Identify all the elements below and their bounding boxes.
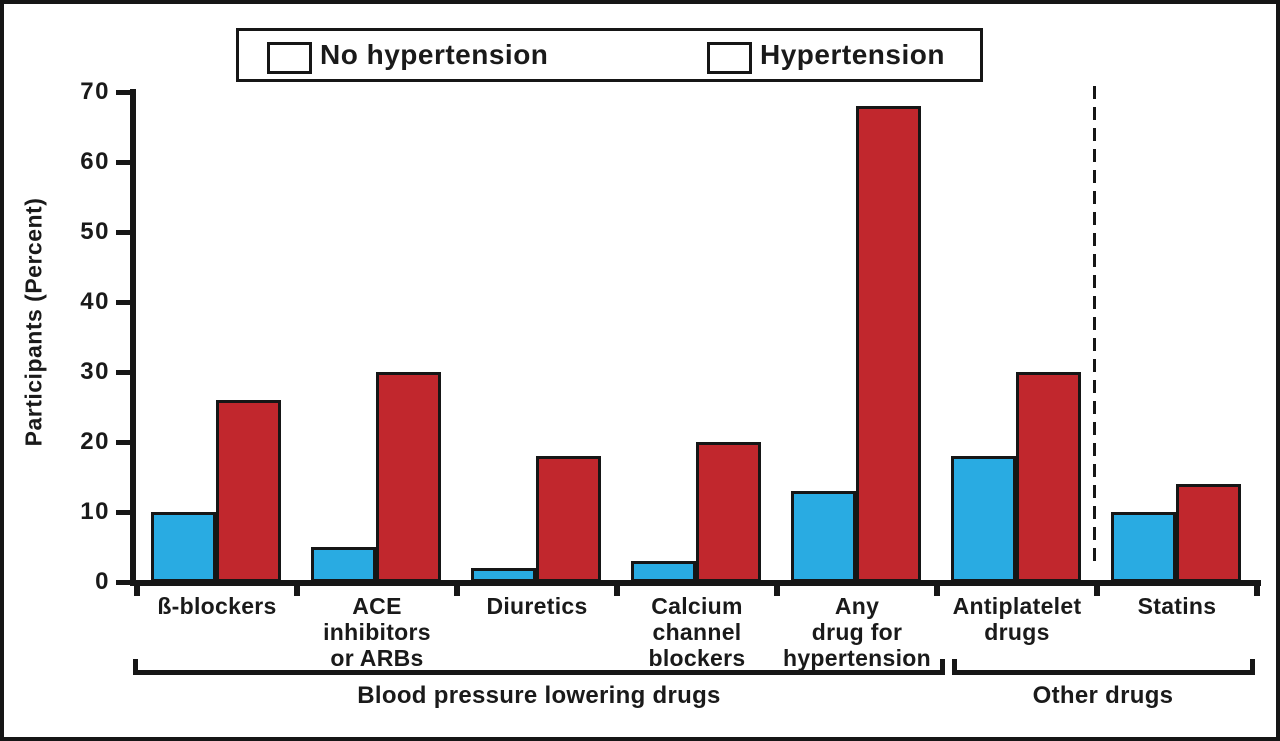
y-axis-line [130,89,136,586]
y-axis-tick-label: 0 [95,568,110,595]
legend-swatch-no-hypertension [267,42,312,74]
legend-swatch-hypertension [707,42,752,74]
x-axis-tick [294,582,300,596]
legend-label-no-hypertension: No hypertension [320,39,549,70]
bar-no-hypertension [471,568,536,582]
category-label: ß-blockers [157,593,277,619]
bracket-blood-pressure-drugs [133,659,945,675]
x-axis-tick [454,582,460,596]
category-label: Calcium channel blockers [648,593,746,671]
y-axis-tick [116,440,136,445]
y-axis-tick-label: 50 [80,218,110,245]
bracket-label-other-drugs: Other drugs [1032,682,1174,709]
x-axis-tick [1254,582,1260,596]
category-label: Any drug for hypertension [782,593,931,671]
bar-hypertension [1016,372,1081,582]
legend: No hypertension Hypertension [236,28,983,82]
category-label: Statins [1137,593,1217,619]
x-axis-tick [134,582,140,596]
category-label: Antiplatelet drugs [952,593,1082,645]
y-axis-tick-label: 30 [80,358,110,385]
y-axis-tick [116,510,136,515]
y-axis-tick-label: 40 [80,288,110,315]
bracket-other-drugs [952,659,1255,675]
bar-hypertension [696,442,761,582]
bar-hypertension [1176,484,1241,582]
category-label: Diuretics [486,593,588,619]
bar-hypertension [856,106,921,582]
legend-label-hypertension: Hypertension [760,39,945,70]
x-axis-line [130,580,1261,586]
bar-hypertension [216,400,281,582]
y-axis-tick [116,90,136,95]
bar-hypertension [536,456,601,582]
y-axis-tick [116,580,136,585]
bar-no-hypertension [951,456,1016,582]
x-axis-tick [614,582,620,596]
dashed-divider-line [1093,86,1096,568]
y-axis-tick [116,160,136,165]
y-axis-tick-label: 70 [80,78,110,105]
category-label: ACE inhibitors or ARBs [323,593,431,671]
y-axis-tick [116,370,136,375]
bar-no-hypertension [791,491,856,582]
bar-no-hypertension [631,561,696,582]
y-axis-tick-label: 10 [80,498,110,525]
y-axis-tick-label: 60 [80,148,110,175]
bracket-label-blood-pressure-drugs: Blood pressure lowering drugs [357,682,721,709]
y-axis-tick [116,300,136,305]
y-axis-tick-label: 20 [80,428,110,455]
bar-no-hypertension [1111,512,1176,582]
bar-no-hypertension [311,547,376,582]
bar-no-hypertension [151,512,216,582]
bar-hypertension [376,372,441,582]
x-axis-tick [1094,582,1100,596]
x-axis-tick [934,582,940,596]
y-axis-tick [116,230,136,235]
x-axis-tick [774,582,780,596]
